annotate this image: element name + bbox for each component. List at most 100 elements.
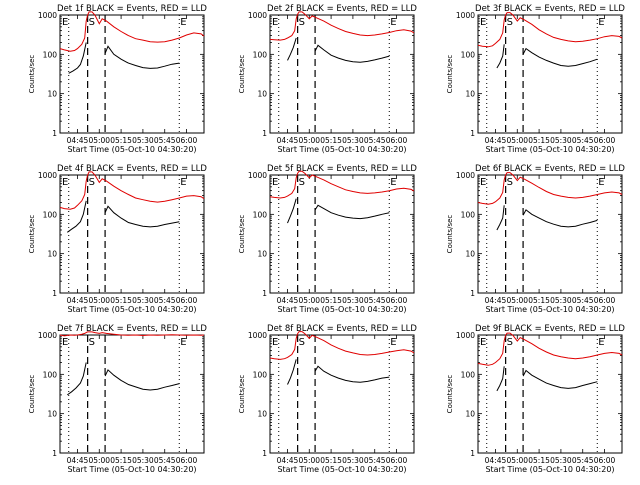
plot-frame — [477, 14, 623, 134]
x-tick-label: 05:45 — [572, 296, 594, 305]
x-tick-label: 05:15 — [110, 456, 132, 465]
x-tick-label: 06:00 — [176, 456, 198, 465]
y-axis-label: Counts/sec — [28, 215, 36, 254]
y-tick-label: 1 — [52, 129, 57, 138]
panel-det-5: Det 5f BLACK = Events, RED = LLD 1 10 100 10… — [238, 164, 417, 314]
event-marker: E — [598, 17, 604, 28]
lld-series-line — [59, 11, 205, 52]
y-tick-label: 100 — [253, 370, 268, 379]
lld-series-line — [477, 12, 623, 48]
x-tick-label: 04:45 — [67, 136, 89, 145]
y-tick-label: 10 — [257, 250, 267, 259]
y-tick-label: 10 — [465, 250, 475, 259]
x-tick-label: 04:45 — [67, 296, 89, 305]
y-tick-label: 10 — [47, 90, 57, 99]
x-tick-label: 06:00 — [176, 296, 198, 305]
panel-det-4: Det 4f BLACK = Events, RED = LLD 1 10 100 10… — [28, 164, 207, 314]
y-tick-label: 1 — [262, 449, 267, 458]
event-marker: E — [62, 337, 68, 348]
panel-det-1: Det 1f BLACK = Events, RED = LLD 1 10 100 10… — [28, 4, 207, 154]
events-series-line — [104, 205, 180, 228]
y-tick-label: 1000 — [456, 11, 475, 20]
x-tick-label: 05:45 — [572, 456, 594, 465]
y-tick-label: 10 — [465, 90, 475, 99]
x-tick-label: 05:30 — [132, 456, 154, 465]
x-tick-label: 06:00 — [386, 456, 408, 465]
events-series-line — [104, 45, 180, 69]
y-tick-label: 100 — [253, 50, 268, 59]
y-tick-label: 10 — [257, 410, 267, 419]
y-tick-label: 1 — [470, 289, 475, 298]
x-tick-label: 05:00 — [88, 296, 110, 305]
panel-title: Det 7f BLACK = Events, RED = LLD — [57, 324, 207, 334]
events-series-line — [496, 366, 505, 392]
x-tick-label: 05:15 — [528, 456, 550, 465]
lld-series-line — [269, 170, 415, 199]
event-marker: E — [180, 177, 186, 188]
x-axis-label: Start Time (05-Oct-10 04:30:20) — [485, 145, 614, 154]
event-marker: E — [272, 337, 278, 348]
y-tick-label: 1 — [52, 289, 57, 298]
y-tick-label: 10 — [47, 250, 57, 259]
event-marker: E — [598, 337, 604, 348]
y-tick-label: 10 — [47, 410, 57, 419]
event-marker: S — [299, 17, 305, 28]
panel-title: Det 2f BLACK = Events, RED = LLD — [267, 4, 417, 14]
y-tick-label: 10 — [465, 410, 475, 419]
x-axis-label: Start Time (05-Oct-10 04:30:20) — [67, 145, 196, 154]
y-tick-label: 100 — [43, 50, 58, 59]
plot-frame — [59, 174, 205, 294]
event-marker: S — [299, 337, 305, 348]
event-marker: E — [272, 17, 278, 28]
events-series-line — [287, 359, 297, 385]
plot-frame — [477, 334, 623, 454]
x-tick-label: 06:00 — [386, 136, 408, 145]
y-axis-label: Counts/sec — [446, 55, 454, 94]
event-marker: E — [180, 17, 186, 28]
x-tick-label: 05:45 — [154, 296, 176, 305]
y-tick-label: 100 — [253, 210, 268, 219]
x-tick-label: 05:30 — [132, 296, 154, 305]
lld-series-line — [269, 331, 415, 360]
y-tick-label: 1000 — [38, 11, 57, 20]
y-axis-label: Counts/sec — [446, 215, 454, 254]
panel-det-3: Det 3f BLACK = Events, RED = LLD 1 10 100 10… — [446, 4, 625, 154]
x-axis-label: Start Time (05-Oct-10 04:30:20) — [277, 145, 406, 154]
y-axis-label: Counts/sec — [446, 375, 454, 414]
y-tick-label: 1 — [262, 129, 267, 138]
panel-title: Det 1f BLACK = Events, RED = LLD — [57, 4, 207, 14]
event-marker: E — [62, 177, 68, 188]
y-tick-label: 100 — [461, 370, 476, 379]
x-tick-label: 05:00 — [506, 456, 528, 465]
x-axis-label: Start Time (05-Oct-10 04:30:20) — [277, 305, 406, 314]
x-tick-label: 05:45 — [364, 456, 386, 465]
lld-series-line — [477, 172, 623, 205]
x-tick-label: 04:45 — [277, 456, 299, 465]
events-series-line — [314, 44, 390, 63]
y-tick-label: 1000 — [38, 331, 57, 340]
event-marker: S — [89, 177, 95, 188]
x-tick-label: 04:45 — [277, 296, 299, 305]
panel-title: Det 3f BLACK = Events, RED = LLD — [475, 4, 625, 14]
x-tick-label: 05:45 — [154, 136, 176, 145]
events-series-line — [67, 200, 87, 233]
lld-series-line — [59, 331, 205, 337]
y-tick-label: 1000 — [248, 331, 267, 340]
panel-title: Det 6f BLACK = Events, RED = LLD — [475, 164, 625, 174]
x-tick-label: 05:30 — [342, 456, 364, 465]
x-tick-label: 05:30 — [550, 296, 572, 305]
events-series-line — [496, 44, 505, 69]
x-tick-label: 05:45 — [364, 136, 386, 145]
y-tick-label: 1 — [470, 129, 475, 138]
events-series-line — [314, 204, 390, 220]
x-axis-label: Start Time (05-Oct-10 04:30:20) — [277, 465, 406, 474]
events-series-line — [67, 362, 87, 396]
events-series-line — [287, 37, 297, 61]
plot-frame — [59, 334, 205, 454]
x-tick-label: 04:45 — [67, 456, 89, 465]
events-series-line — [314, 365, 390, 383]
event-marker: S — [299, 177, 305, 188]
x-tick-label: 05:45 — [364, 296, 386, 305]
x-tick-label: 05:15 — [320, 296, 342, 305]
